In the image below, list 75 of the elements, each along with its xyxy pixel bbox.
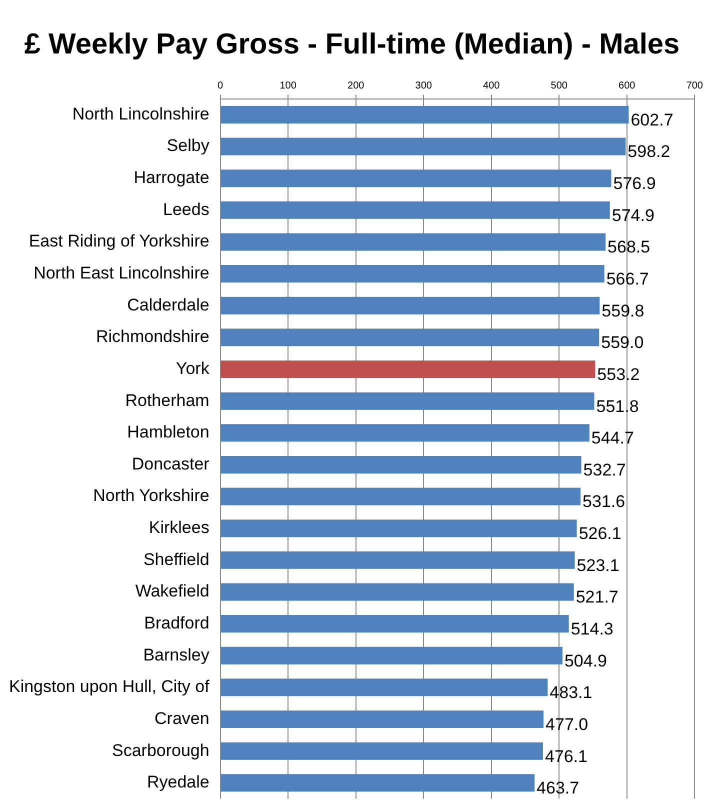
y-tick-label: Barnsley	[143, 645, 210, 664]
y-tick-label: North Yorkshire	[93, 486, 210, 506]
y-tick-label: Leeds	[163, 200, 210, 219]
bar	[220, 615, 569, 633]
y-tick-label: Hambleton	[127, 422, 210, 442]
y-tick-label: Selby	[166, 136, 210, 156]
y-tick-label: Scarborough	[112, 740, 210, 760]
bar	[220, 678, 548, 696]
x-tick-label: 500	[550, 80, 568, 92]
y-tick-label: Craven	[154, 708, 210, 728]
data-label: 532.7	[583, 460, 626, 480]
bar	[220, 710, 544, 728]
data-label: 598.2	[628, 142, 670, 162]
y-tick-label: Rotherham	[125, 390, 210, 410]
y-tick-label: Sheffield	[143, 550, 210, 569]
data-label: 576.9	[613, 174, 656, 194]
bar	[220, 520, 577, 538]
y-tick-label: Kingston upon Hull, City of	[8, 677, 210, 696]
data-label: 521.7	[576, 588, 618, 607]
data-label: 483.1	[550, 683, 592, 702]
data-label: 559.0	[601, 333, 644, 352]
y-tick-label: Harrogate	[134, 168, 210, 188]
y-tick-label: Kirklees	[148, 518, 210, 538]
data-label: 544.7	[591, 428, 634, 448]
y-tick-label: Wakefield	[135, 582, 210, 601]
x-tick-label: 300	[415, 80, 432, 92]
data-label: 568.5	[608, 238, 650, 257]
y-tick-label: Ryedale	[146, 772, 210, 792]
data-label: 553.2	[597, 364, 640, 384]
data-label: 504.9	[564, 651, 608, 670]
chart-title: £ Weekly Pay Gross - Full-time (Median) - Males	[24, 28, 680, 60]
data-label: 566.7	[606, 269, 649, 288]
data-label: 559.8	[602, 301, 644, 320]
x-tick-label: 400	[483, 80, 500, 92]
bar	[220, 488, 581, 506]
bar	[220, 201, 610, 219]
bar	[220, 583, 574, 601]
data-label: 523.1	[576, 556, 620, 575]
bar	[220, 170, 612, 188]
data-label: 476.1	[544, 746, 588, 766]
data-label: 514.3	[570, 619, 614, 638]
data-label: 526.1	[578, 524, 622, 544]
bar	[220, 106, 629, 124]
y-tick-label: North East Lincolnshire	[34, 263, 210, 282]
y-tick-label: Bradford	[144, 613, 210, 632]
bar	[220, 328, 600, 346]
bar	[220, 551, 575, 569]
y-tick-label: North Lincolnshire	[72, 104, 210, 124]
bar	[220, 233, 606, 251]
bar	[220, 360, 596, 378]
bar	[220, 424, 590, 442]
x-tick-label: 200	[348, 80, 365, 92]
bar	[220, 774, 535, 792]
data-label: 551.8	[596, 396, 639, 416]
y-tick-label: Richmondshire	[96, 327, 210, 346]
data-label: 602.7	[630, 110, 674, 130]
bar	[220, 138, 626, 156]
bar	[220, 265, 604, 283]
data-label: 463.7	[536, 778, 580, 798]
bar	[220, 456, 582, 474]
y-tick-label: East Riding of Yorkshire	[28, 232, 210, 251]
x-tick-label: 600	[618, 80, 636, 92]
data-label: 531.6	[582, 492, 626, 512]
bar	[220, 742, 543, 760]
data-label: 574.9	[612, 206, 654, 225]
x-tick-label: 100	[280, 80, 297, 92]
x-tick-label: 700	[686, 80, 704, 92]
y-tick-label: Doncaster	[132, 454, 210, 474]
data-label: 477.0	[546, 714, 588, 734]
bar	[220, 296, 600, 314]
x-tick-label: 0	[218, 80, 224, 92]
y-tick-label: Calderdale	[127, 295, 210, 314]
y-tick-label: York	[176, 358, 210, 378]
bar	[220, 392, 594, 410]
bar	[220, 646, 562, 664]
